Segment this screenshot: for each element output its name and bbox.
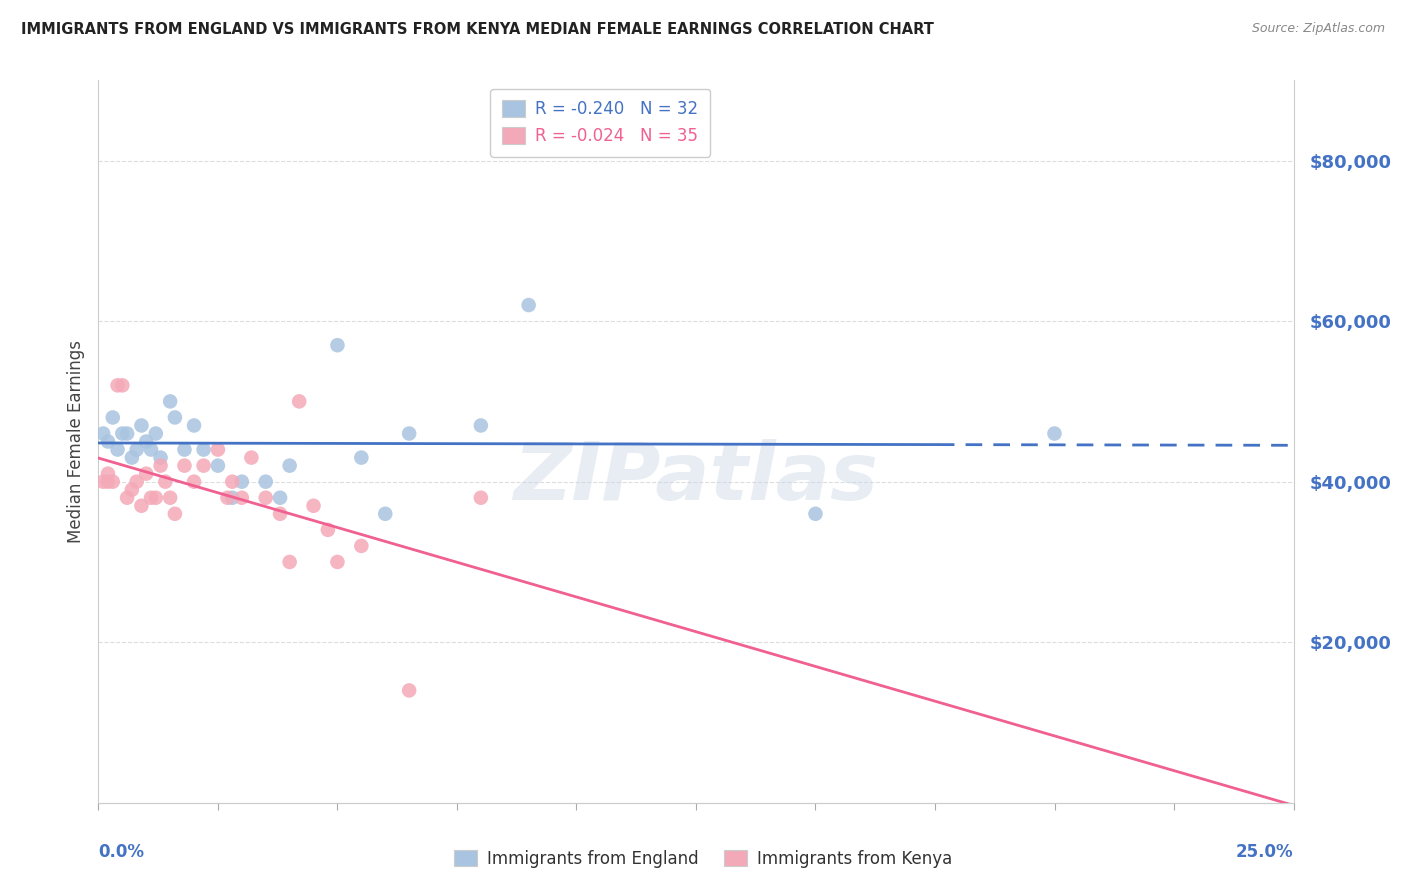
- Point: [149, 450, 172, 465]
- Text: 0.0%: 0.0%: [98, 843, 145, 861]
- Point: [101, 475, 124, 489]
- Point: [145, 426, 167, 441]
- Point: [125, 475, 148, 489]
- Point: [288, 394, 311, 409]
- Point: [115, 426, 138, 441]
- Point: [207, 458, 229, 473]
- Point: [111, 426, 134, 441]
- Point: [326, 338, 349, 352]
- Point: [155, 475, 177, 489]
- Point: [470, 418, 492, 433]
- Point: [350, 450, 373, 465]
- Point: [159, 491, 181, 505]
- Point: [173, 442, 195, 457]
- Point: [804, 507, 827, 521]
- Point: [398, 426, 420, 441]
- Point: [254, 475, 277, 489]
- Point: [139, 442, 162, 457]
- Point: [302, 499, 325, 513]
- Text: IMMIGRANTS FROM ENGLAND VS IMMIGRANTS FROM KENYA MEDIAN FEMALE EARNINGS CORRELAT: IMMIGRANTS FROM ENGLAND VS IMMIGRANTS FR…: [21, 22, 934, 37]
- Text: Source: ZipAtlas.com: Source: ZipAtlas.com: [1251, 22, 1385, 36]
- Point: [111, 378, 134, 392]
- Point: [207, 442, 229, 457]
- Point: [183, 418, 205, 433]
- Point: [91, 426, 114, 441]
- Point: [97, 467, 120, 481]
- Point: [91, 475, 114, 489]
- Point: [278, 458, 301, 473]
- Point: [107, 442, 129, 457]
- Point: [374, 507, 396, 521]
- Point: [231, 475, 253, 489]
- Point: [470, 491, 492, 505]
- Text: ZIPatlas: ZIPatlas: [513, 439, 879, 516]
- Point: [193, 442, 215, 457]
- Point: [183, 475, 205, 489]
- Point: [107, 378, 129, 392]
- Point: [254, 491, 277, 505]
- Text: 25.0%: 25.0%: [1236, 843, 1294, 861]
- Point: [97, 434, 120, 449]
- Point: [135, 434, 157, 449]
- Point: [217, 491, 239, 505]
- Point: [240, 450, 263, 465]
- Point: [97, 475, 120, 489]
- Point: [139, 491, 162, 505]
- Point: [159, 394, 181, 409]
- Point: [163, 410, 186, 425]
- Point: [131, 418, 153, 433]
- Point: [173, 458, 195, 473]
- Point: [221, 491, 243, 505]
- Point: [269, 507, 291, 521]
- Legend: R = -0.240   N = 32, R = -0.024   N = 35: R = -0.240 N = 32, R = -0.024 N = 35: [491, 88, 710, 157]
- Point: [145, 491, 167, 505]
- Legend: Immigrants from England, Immigrants from Kenya: Immigrants from England, Immigrants from…: [447, 844, 959, 875]
- Point: [269, 491, 291, 505]
- Point: [125, 442, 148, 457]
- Point: [221, 475, 243, 489]
- Point: [115, 491, 138, 505]
- Point: [101, 410, 124, 425]
- Point: [1043, 426, 1066, 441]
- Point: [350, 539, 373, 553]
- Point: [316, 523, 339, 537]
- Point: [398, 683, 420, 698]
- Point: [163, 507, 186, 521]
- Y-axis label: Median Female Earnings: Median Female Earnings: [66, 340, 84, 543]
- Point: [131, 499, 153, 513]
- Point: [278, 555, 301, 569]
- Point: [135, 467, 157, 481]
- Point: [121, 483, 143, 497]
- Point: [121, 450, 143, 465]
- Point: [193, 458, 215, 473]
- Point: [517, 298, 540, 312]
- Point: [326, 555, 349, 569]
- Point: [231, 491, 253, 505]
- Point: [149, 458, 172, 473]
